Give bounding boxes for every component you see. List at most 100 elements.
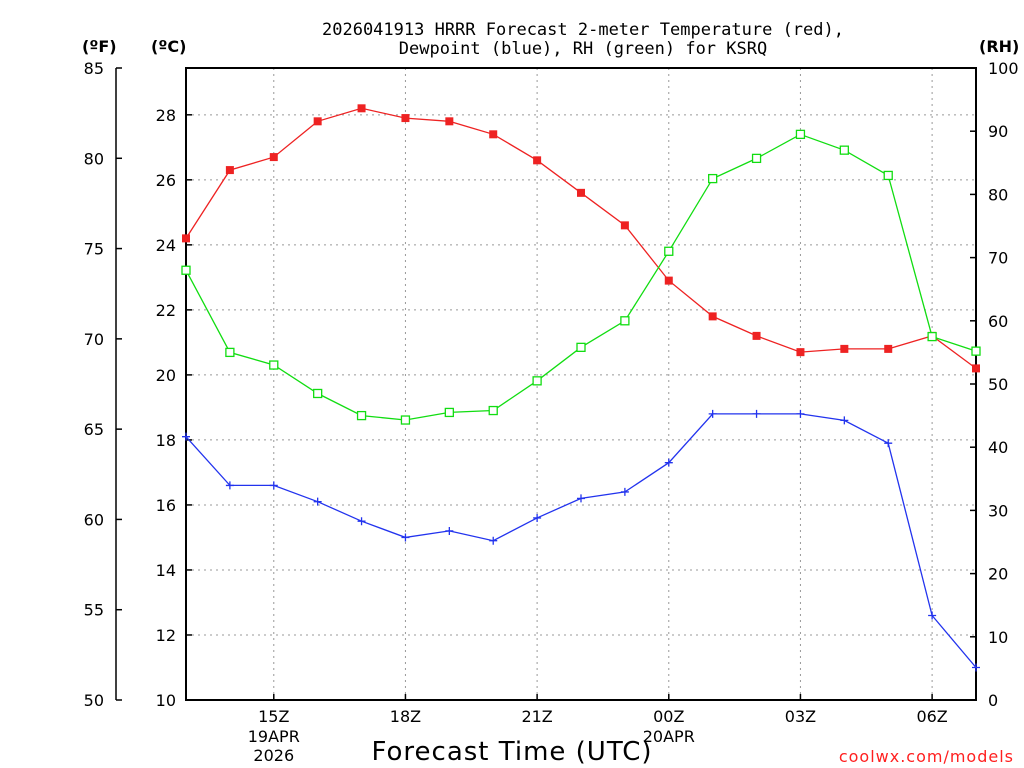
rh-tick-label: 70 bbox=[988, 249, 1008, 268]
fahrenheit-tick-label: 55 bbox=[84, 601, 104, 620]
rh-point bbox=[225, 347, 235, 358]
celsius-tick-label: 20 bbox=[156, 366, 176, 385]
dewpoint-point bbox=[796, 409, 805, 418]
dewpoint-point bbox=[489, 536, 498, 545]
temperature-point bbox=[182, 234, 190, 243]
temperature-point bbox=[840, 344, 849, 353]
dewpoint-point bbox=[225, 481, 234, 490]
rh-tick-label: 30 bbox=[988, 501, 1008, 520]
temperature-line bbox=[185, 107, 977, 369]
x-tick-label: 18Z bbox=[390, 707, 421, 726]
dewpoint-point bbox=[445, 526, 454, 535]
temperature-point bbox=[620, 221, 629, 230]
x-date-label: 20APR bbox=[643, 727, 695, 746]
x-tick-label: 00Z bbox=[653, 707, 684, 726]
temperature-point bbox=[708, 312, 717, 321]
temperature-point bbox=[752, 331, 761, 340]
chart-title-line1: 2026041913 HRRR Forecast 2-meter Tempera… bbox=[322, 20, 844, 40]
x-date-label: 19APR bbox=[248, 727, 300, 746]
rh-point bbox=[356, 410, 367, 421]
dewpoint-point bbox=[708, 409, 717, 418]
rh-tick-label: 20 bbox=[988, 565, 1008, 584]
temperature-point bbox=[796, 348, 805, 357]
data-series bbox=[181, 104, 981, 672]
rh-point bbox=[444, 407, 454, 418]
celsius-tick-label: 24 bbox=[156, 236, 176, 255]
dewpoint-point bbox=[357, 517, 366, 526]
temperature-point bbox=[884, 344, 893, 353]
dewpoint-point bbox=[752, 409, 761, 418]
celsius-tick-label: 18 bbox=[156, 431, 176, 450]
celsius-tick-label: 16 bbox=[156, 496, 176, 515]
site-credit: coolwx.com/models bbox=[839, 747, 1014, 766]
rh-point bbox=[620, 316, 630, 326]
celsius-tick-label: 28 bbox=[156, 106, 176, 125]
x-tick-label: 15Z bbox=[258, 707, 289, 726]
x-year-label: 2026 bbox=[253, 746, 294, 765]
fahrenheit-tick-label: 65 bbox=[84, 420, 104, 439]
rh-tick-label: 10 bbox=[988, 628, 1008, 647]
dewpoint-line bbox=[185, 413, 977, 668]
rh-point bbox=[181, 265, 191, 275]
rh-point bbox=[576, 342, 586, 352]
rh-point bbox=[664, 246, 674, 256]
rh-tick-label: 40 bbox=[988, 438, 1008, 457]
temperature-point bbox=[225, 166, 234, 175]
rh-line bbox=[185, 133, 977, 421]
dewpoint-point bbox=[972, 663, 980, 672]
dewpoint-point bbox=[664, 458, 673, 467]
temperature-point bbox=[269, 153, 278, 162]
rh-point bbox=[839, 145, 849, 155]
dewpoint-point bbox=[401, 533, 410, 542]
fahrenheit-tick-label: 80 bbox=[84, 149, 104, 168]
fahrenheit-tick-label: 75 bbox=[84, 240, 104, 259]
temperature-point bbox=[357, 104, 366, 113]
temperature-point bbox=[972, 364, 980, 373]
dewpoint-point bbox=[577, 494, 585, 503]
x-tick-label: 21Z bbox=[521, 707, 552, 726]
temperature-point bbox=[577, 188, 585, 197]
rh-tick-label: 90 bbox=[988, 122, 1008, 141]
rh-point bbox=[927, 331, 937, 342]
celsius-tick-label: 14 bbox=[156, 561, 176, 580]
fahrenheit-tick-label: 50 bbox=[84, 691, 104, 710]
rh-point bbox=[971, 346, 981, 356]
celsius-tick-label: 12 bbox=[156, 626, 176, 645]
dewpoint-point bbox=[884, 439, 893, 448]
rh-tick-label: 80 bbox=[988, 185, 1008, 204]
rh-point bbox=[488, 405, 498, 416]
rh-point bbox=[795, 129, 806, 140]
dewpoint-point bbox=[840, 416, 849, 425]
celsius-tick-label: 22 bbox=[156, 301, 176, 320]
celsius-tick-label: 10 bbox=[156, 691, 176, 710]
fahrenheit-unit-label: (ºF) bbox=[82, 37, 117, 56]
x-tick-label: 06Z bbox=[916, 707, 947, 726]
temperature-point bbox=[664, 276, 673, 285]
rh-tick-label: 60 bbox=[988, 312, 1008, 331]
fahrenheit-tick-label: 60 bbox=[84, 510, 104, 529]
dewpoint-point bbox=[620, 487, 629, 496]
fahrenheit-tick-label: 70 bbox=[84, 330, 104, 349]
x-axis-title: Forecast Time (UTC) bbox=[371, 737, 652, 767]
dewpoint-point bbox=[313, 497, 322, 506]
celsius-tick-label: 26 bbox=[156, 171, 176, 190]
dewpoint-point bbox=[182, 432, 190, 441]
dewpoint-point bbox=[928, 611, 937, 620]
temperature-point bbox=[401, 114, 410, 123]
dewpoint-point bbox=[533, 513, 542, 522]
rh-point bbox=[313, 388, 323, 399]
celsius-unit-label: (ºC) bbox=[151, 37, 186, 56]
rh-point bbox=[532, 376, 542, 386]
axes: 50 55 60 65 70 75 80 85 10 12 14 16 18 20 22 24 26 28 0 10 2… bbox=[84, 59, 1019, 765]
dewpoint-point bbox=[269, 481, 278, 490]
temperature-point bbox=[533, 156, 542, 165]
rh-point bbox=[400, 415, 411, 425]
temperature-point bbox=[445, 117, 454, 126]
rh-point bbox=[751, 153, 762, 164]
x-tick-label: 03Z bbox=[785, 707, 816, 726]
rh-point bbox=[883, 170, 893, 181]
chart-title-line2: Dewpoint (blue), RH (green) for KSRQ bbox=[399, 39, 767, 59]
temperature-point bbox=[313, 117, 322, 126]
rh-tick-label: 50 bbox=[988, 375, 1008, 394]
